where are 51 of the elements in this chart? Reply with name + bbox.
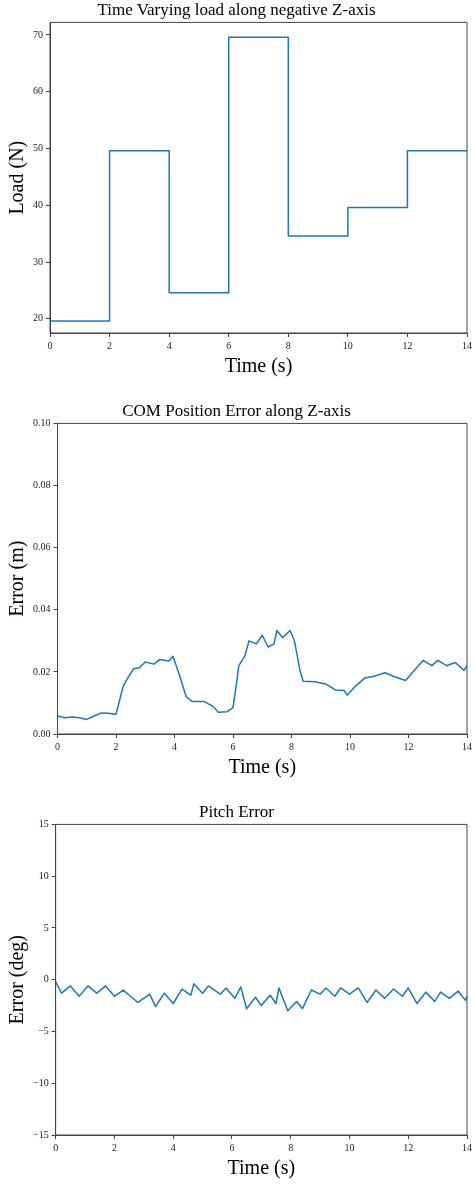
x-tick-label: 8 bbox=[288, 1141, 294, 1153]
y-axis-title: Error (m) bbox=[5, 540, 29, 617]
x-axis-title: Time (s) bbox=[227, 1156, 296, 1180]
x-tick-label: 2 bbox=[113, 740, 119, 752]
chart-title: COM Position Error along Z-axis bbox=[122, 400, 351, 420]
y-axis-title: Load (N) bbox=[5, 140, 29, 215]
y-tick-label: 20 bbox=[33, 312, 43, 324]
x-tick-label: 12 bbox=[403, 1141, 414, 1153]
x-tick-label: 0 bbox=[53, 1141, 59, 1153]
y-axis-title: Error (deg) bbox=[5, 935, 29, 1025]
y-tick-label: 70 bbox=[33, 28, 43, 40]
y-tick-label: 30 bbox=[33, 255, 43, 267]
y-tick-label: 0.02 bbox=[33, 665, 51, 677]
x-tick-label: 2 bbox=[107, 339, 113, 351]
chart-title: Time Varying load along negative Z-axis bbox=[97, 0, 376, 19]
y-tick-label: 15 bbox=[38, 818, 49, 830]
x-axis-title: Time (s) bbox=[224, 354, 293, 378]
y-tick-label: −5 bbox=[38, 1025, 49, 1037]
x-tick-label: 14 bbox=[462, 740, 472, 752]
y-tick-label: 0.06 bbox=[33, 541, 51, 553]
y-tick-label: −15 bbox=[33, 1128, 49, 1140]
x-tick-label: 6 bbox=[230, 740, 236, 752]
y-tick-label: 40 bbox=[33, 198, 43, 210]
y-tick-label: 0.04 bbox=[33, 603, 51, 615]
y-tick-label: 50 bbox=[33, 142, 43, 154]
x-tick-label: 4 bbox=[170, 1141, 176, 1153]
x-tick-label: 8 bbox=[289, 740, 294, 752]
x-tick-label: 8 bbox=[285, 339, 291, 351]
y-tick-label: 5 bbox=[43, 921, 49, 933]
y-tick-label: 0 bbox=[43, 973, 49, 985]
y-tick-label: 0.10 bbox=[33, 417, 51, 429]
chart-title: Pitch Error bbox=[198, 801, 275, 821]
x-tick-label: 6 bbox=[226, 339, 232, 351]
x-tick-label: 4 bbox=[166, 339, 172, 351]
x-tick-label: 10 bbox=[345, 740, 355, 752]
y-tick-label: 0.00 bbox=[33, 727, 51, 739]
x-tick-label: 12 bbox=[403, 740, 414, 752]
y-tick-label: 0.08 bbox=[33, 479, 51, 491]
x-tick-label: 0 bbox=[55, 740, 60, 752]
x-tick-label: 6 bbox=[229, 1141, 235, 1153]
x-tick-label: 2 bbox=[111, 1141, 117, 1153]
x-axis-title: Time (s) bbox=[228, 755, 297, 779]
x-tick-label: 4 bbox=[172, 740, 177, 752]
x-tick-label: 12 bbox=[402, 339, 413, 351]
y-tick-label: 10 bbox=[38, 869, 49, 881]
x-tick-label: 14 bbox=[462, 339, 472, 351]
y-tick-label: −10 bbox=[33, 1076, 49, 1088]
x-tick-label: 10 bbox=[344, 1141, 355, 1153]
y-tick-label: 60 bbox=[33, 85, 43, 97]
x-tick-label: 10 bbox=[342, 339, 353, 351]
x-tick-label: 14 bbox=[462, 1141, 472, 1153]
